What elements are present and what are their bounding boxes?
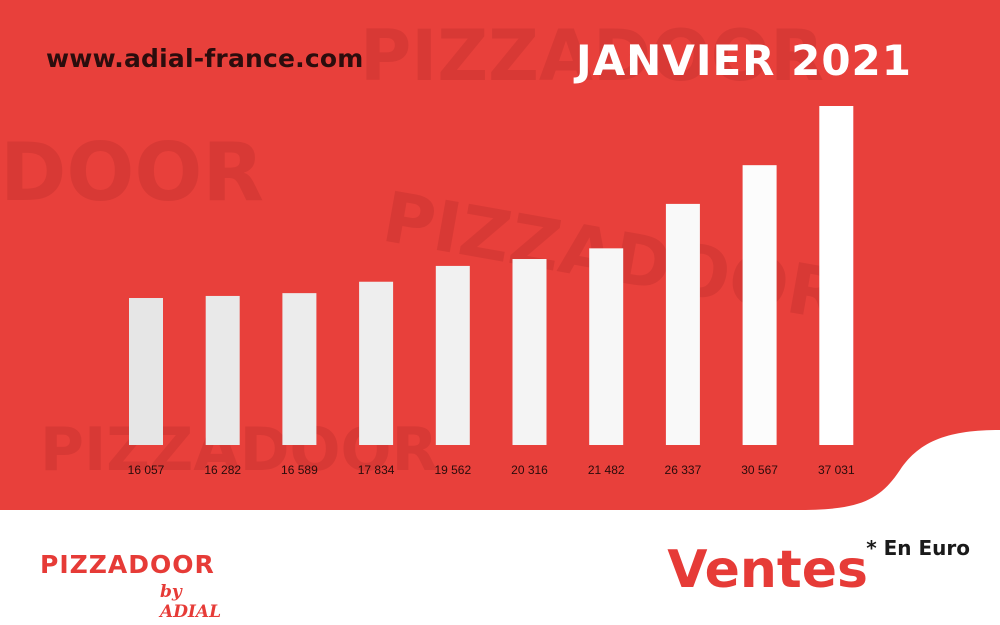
bar-value-label: 19 562 (434, 463, 471, 477)
unit-note: * En Euro (866, 536, 970, 560)
logo-tagline: by ADIAL (160, 582, 222, 622)
website-url[interactable]: www.adial-france.com (46, 44, 364, 73)
bar-value-label: 26 337 (665, 463, 702, 477)
bar (359, 281, 394, 445)
bar-value-label: 20 316 (511, 463, 548, 477)
bar-value-label: 37 031 (818, 463, 855, 477)
bar-value-label: 17 834 (358, 463, 395, 477)
bar (129, 298, 163, 445)
bar-value-label: 16 057 (128, 463, 165, 477)
bar (435, 265, 470, 445)
bar (819, 106, 854, 445)
metric-title: Ventes (667, 540, 868, 600)
bar-value-label: 16 589 (281, 463, 318, 477)
bar-value-label: 16 282 (204, 463, 241, 477)
svg-text:DOOR: DOOR (0, 126, 264, 219)
bar (512, 259, 547, 445)
logo-wordmark: PIZZADOOR (40, 550, 215, 579)
bar-value-label: 21 482 (588, 463, 625, 477)
bar (205, 295, 240, 445)
bar-value-label: 30 567 (741, 463, 778, 477)
pizzadoor-logo: PIZZADOOR by ADIAL (40, 540, 240, 622)
chart-period: JANVIER 2021 (576, 36, 912, 85)
bar (665, 203, 700, 445)
bar (282, 293, 317, 445)
bar (742, 165, 777, 446)
bar (589, 248, 624, 445)
svg-text:PIZZADOOR: PIZZADOOR (360, 15, 824, 97)
